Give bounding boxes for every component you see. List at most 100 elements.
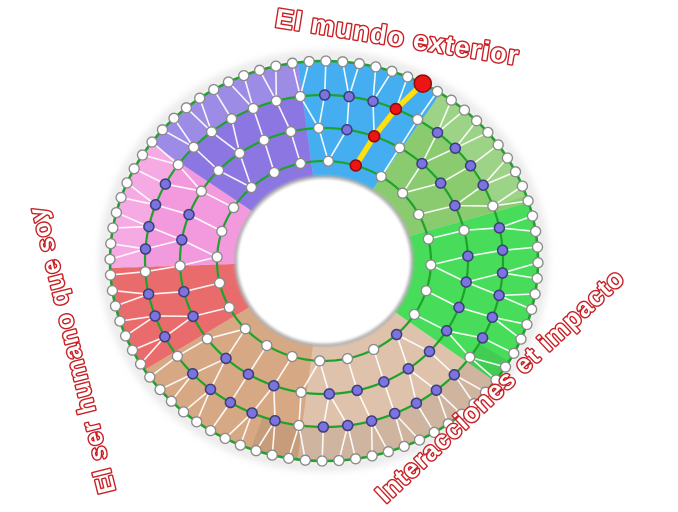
graph-node[interactable] (242, 368, 255, 380)
graph-node[interactable] (468, 398, 480, 410)
graph-node[interactable] (234, 147, 246, 159)
graph-node[interactable] (341, 123, 353, 136)
graph-node[interactable] (213, 277, 226, 289)
graph-node[interactable] (442, 418, 454, 430)
graph-node[interactable] (195, 185, 208, 197)
graph-node[interactable] (323, 388, 336, 400)
graph-node[interactable] (294, 157, 307, 170)
graph-node[interactable] (486, 311, 499, 323)
graph-node[interactable] (516, 180, 529, 192)
graph-node[interactable] (496, 244, 509, 257)
graph-node[interactable] (114, 315, 126, 327)
graph-node[interactable] (440, 325, 453, 337)
graph-node[interactable] (134, 358, 147, 370)
graph-node[interactable] (104, 269, 117, 281)
graph-node[interactable] (294, 90, 306, 103)
graph-node[interactable] (250, 445, 262, 457)
graph-node[interactable] (316, 455, 328, 467)
graph-node[interactable] (458, 104, 471, 116)
graph-node[interactable] (430, 384, 443, 396)
graph-node[interactable] (238, 69, 250, 82)
graph-node[interactable] (159, 178, 172, 190)
graph-node[interactable] (211, 251, 223, 263)
graph-node[interactable] (532, 257, 544, 269)
graph-node[interactable] (146, 136, 158, 148)
selected-node[interactable] (389, 102, 403, 116)
graph-node[interactable] (375, 170, 387, 183)
graph-node[interactable] (205, 126, 218, 138)
graph-node[interactable] (413, 434, 426, 446)
graph-node[interactable] (337, 56, 349, 68)
graph-node[interactable] (128, 163, 140, 175)
graph-node[interactable] (178, 285, 190, 298)
graph-node[interactable] (482, 126, 494, 139)
graph-node[interactable] (299, 454, 311, 466)
graph-node[interactable] (318, 89, 331, 101)
graph-node[interactable] (156, 124, 169, 136)
graph-node[interactable] (370, 61, 382, 73)
graph-node[interactable] (396, 187, 409, 199)
selected-node[interactable] (413, 74, 433, 93)
graph-node[interactable] (168, 112, 180, 124)
graph-node[interactable] (526, 210, 539, 222)
graph-node[interactable] (413, 208, 425, 221)
graph-node[interactable] (126, 344, 139, 356)
graph-node[interactable] (529, 288, 541, 300)
graph-node[interactable] (401, 71, 414, 83)
graph-node[interactable] (115, 191, 127, 204)
graph-node[interactable] (351, 384, 363, 397)
graph-node[interactable] (531, 241, 544, 253)
graph-node[interactable] (204, 383, 217, 396)
graph-node[interactable] (303, 55, 315, 68)
graph-node[interactable] (261, 339, 273, 352)
graph-node[interactable] (445, 94, 457, 106)
graph-node[interactable] (246, 407, 258, 419)
graph-node[interactable] (204, 424, 217, 437)
graph-node[interactable] (283, 452, 295, 464)
graph-node[interactable] (174, 260, 186, 272)
graph-node[interactable] (313, 122, 325, 134)
graph-node[interactable] (431, 85, 444, 98)
graph-node[interactable] (470, 115, 483, 127)
graph-node[interactable] (449, 142, 462, 154)
graph-node[interactable] (449, 199, 461, 212)
graph-node[interactable] (110, 206, 123, 219)
graph-node[interactable] (416, 157, 428, 170)
graph-node[interactable] (216, 225, 228, 237)
graph-node[interactable] (149, 199, 162, 211)
graph-node[interactable] (492, 139, 504, 151)
graph-node[interactable] (142, 288, 155, 300)
graph-node[interactable] (408, 308, 421, 321)
graph-node[interactable] (490, 374, 502, 386)
graph-node[interactable] (333, 454, 345, 467)
graph-node[interactable] (253, 64, 266, 76)
graph-node[interactable] (268, 166, 280, 179)
graph-node[interactable] (423, 345, 436, 358)
graph-node[interactable] (177, 406, 190, 418)
graph-node[interactable] (458, 224, 470, 236)
graph-node[interactable] (234, 439, 247, 451)
graph-node[interactable] (496, 267, 509, 279)
graph-node[interactable] (180, 102, 193, 114)
graph-node[interactable] (176, 234, 188, 246)
graph-node[interactable] (509, 166, 522, 178)
graph-node[interactable] (479, 386, 492, 398)
graph-node[interactable] (477, 179, 489, 191)
graph-node[interactable] (402, 363, 415, 375)
graph-node[interactable] (341, 419, 354, 432)
graph-node[interactable] (422, 233, 435, 245)
graph-node[interactable] (194, 92, 206, 104)
graph-node[interactable] (464, 351, 476, 363)
graph-node[interactable] (106, 284, 119, 297)
graph-node[interactable] (201, 333, 213, 345)
graph-node[interactable] (270, 60, 282, 72)
graph-node[interactable] (188, 141, 200, 153)
graph-node[interactable] (222, 76, 235, 88)
graph-node[interactable] (493, 289, 505, 302)
graph-node[interactable] (219, 432, 231, 445)
graph-node[interactable] (393, 142, 406, 154)
graph-node[interactable] (390, 328, 403, 341)
graph-node[interactable] (223, 301, 235, 314)
graph-node[interactable] (119, 330, 132, 342)
graph-node[interactable] (247, 102, 259, 115)
